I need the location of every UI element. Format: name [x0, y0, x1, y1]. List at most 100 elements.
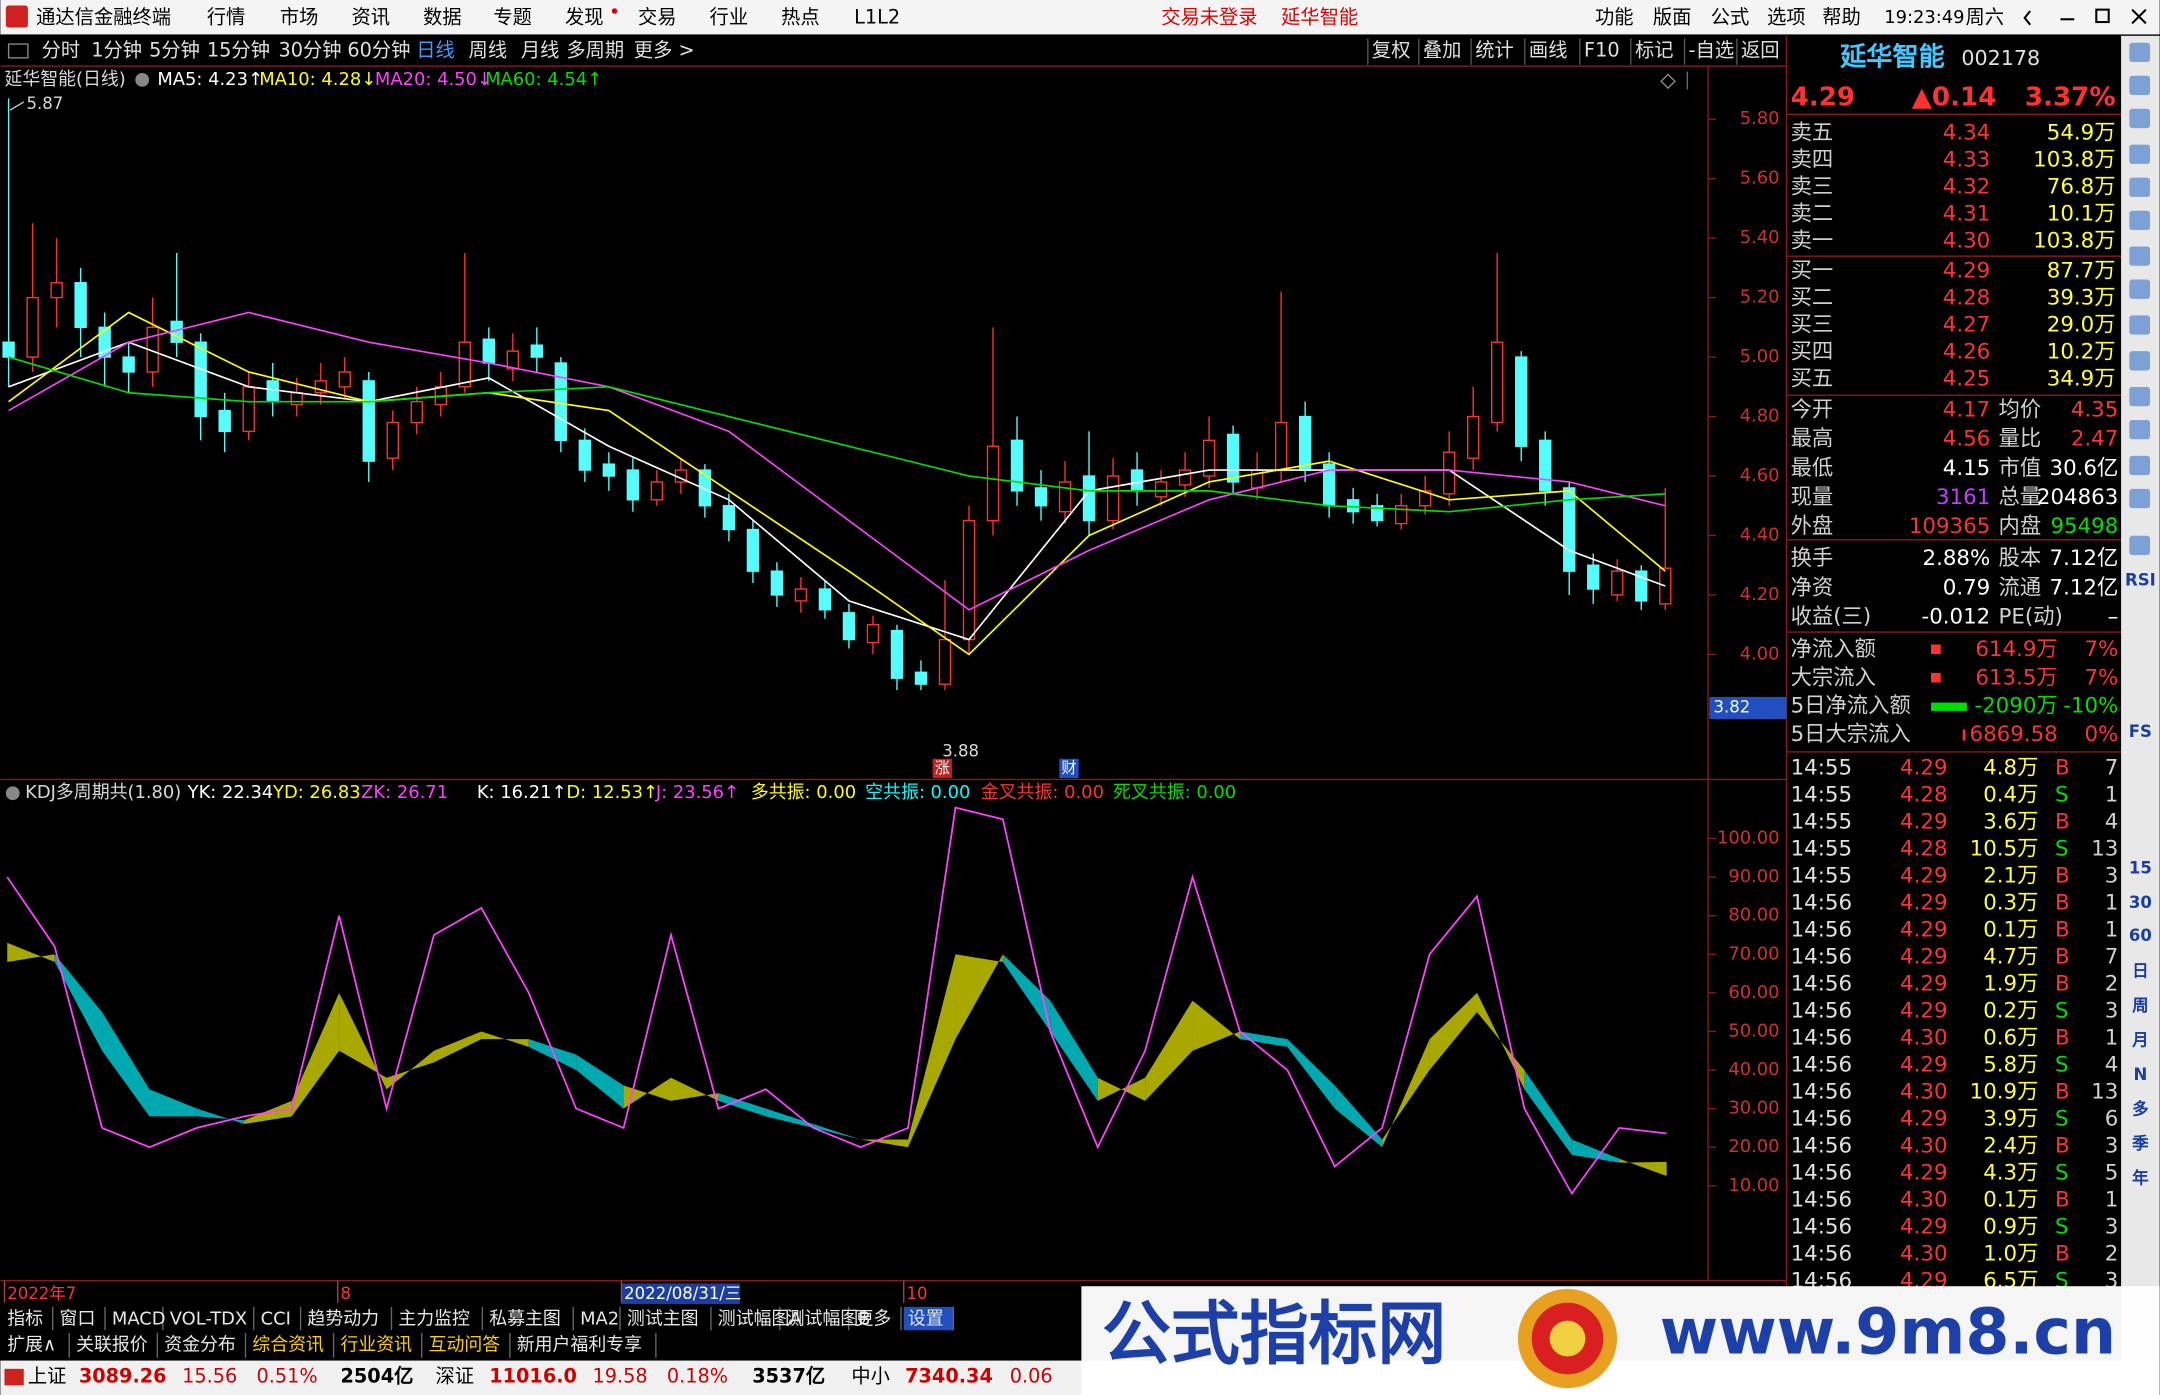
menu-item[interactable]: 行情 [207, 5, 246, 28]
info-tab[interactable]: 新用户福利专享 [517, 1334, 642, 1355]
menu-item[interactable]: L1L2 [854, 5, 900, 28]
sidebar-button[interactable]: RSI [2125, 571, 2156, 590]
menu-item[interactable]: 热点 [781, 5, 820, 28]
indicator-tab[interactable]: MA2 [580, 1308, 619, 1329]
indicator-tab[interactable]: 趋势动力 [307, 1308, 379, 1329]
period-tab[interactable]: 60分钟 [347, 38, 410, 61]
sidebar-button[interactable]: 日 [2132, 962, 2149, 981]
stat-label: 均价 [1999, 397, 2042, 422]
candle-body [506, 350, 520, 370]
trade-volume: 4.8万 [1983, 755, 2038, 780]
book-price: 4.28 [1943, 285, 1991, 310]
menu-item[interactable]: 市场 [280, 5, 319, 28]
info-tab[interactable]: 资金分布 [164, 1334, 236, 1355]
candle-body [1106, 475, 1120, 522]
indicator-tab[interactable]: 设置 [908, 1308, 944, 1329]
menu-item[interactable]: 交易 [638, 5, 677, 28]
menu-item[interactable]: 公式 [1711, 5, 1750, 28]
trade-side: S [2055, 1160, 2069, 1185]
indicator-tab[interactable]: 测试幅图B [787, 1308, 871, 1329]
indicator-tab[interactable]: CCI [261, 1308, 291, 1329]
period-tab[interactable]: 日线 [416, 38, 455, 61]
indicator-tab[interactable]: 窗口 [60, 1308, 96, 1329]
book-volume: 34.9万 [2047, 366, 2116, 391]
indicator-tab[interactable]: MACD [112, 1308, 166, 1329]
indicator-tab[interactable]: 更多 [856, 1308, 892, 1329]
kd-band [1429, 992, 1477, 1071]
indicator-tab[interactable]: 指标 [7, 1308, 43, 1329]
stat-label: 股本 [1999, 546, 2042, 571]
settings-icon[interactable] [5, 786, 20, 801]
menu-item[interactable]: 发现 [565, 5, 604, 28]
sidebar-button[interactable]: 30 [2129, 893, 2152, 912]
sidebar-button[interactable]: 15 [2129, 858, 2152, 877]
tool-button[interactable]: 返回 [1741, 38, 1780, 61]
sidebar-button[interactable]: FS [2129, 722, 2152, 741]
status-link[interactable]: 交易未登录 [1161, 5, 1257, 28]
period-tab[interactable]: 15分钟 [207, 38, 270, 61]
flow-value: 613.5万 [1975, 665, 2057, 690]
candle-body [1466, 415, 1480, 459]
period-tab[interactable]: 1分钟 [91, 38, 142, 61]
period-tab[interactable]: 更多 > [634, 38, 695, 61]
sidebar-button[interactable]: 年 [2132, 1167, 2149, 1187]
sidebar-icon [2129, 315, 2151, 335]
period-tab[interactable]: 30分钟 [279, 38, 342, 61]
book-label: 买五 [1791, 366, 1834, 391]
book-price: 4.29 [1943, 258, 1991, 283]
info-tab[interactable]: 行业资讯 [340, 1334, 412, 1355]
stat-label: 换手 [1791, 546, 1834, 571]
period-tab[interactable]: 分时 [42, 38, 81, 61]
event-marker-label[interactable]: 涨 [935, 759, 950, 777]
event-marker-label[interactable]: 财 [1061, 759, 1076, 777]
menu-item[interactable]: 行业 [710, 5, 749, 28]
tool-button[interactable]: 叠加 [1423, 38, 1462, 61]
window-restore[interactable] [2095, 8, 2110, 24]
period-tab[interactable]: 周线 [469, 38, 508, 61]
trade-count: 1 [2105, 782, 2119, 807]
nav-arrow[interactable] [2023, 10, 2032, 26]
tool-button[interactable]: F10 [1584, 38, 1620, 61]
window-close[interactable] [2131, 8, 2147, 25]
menu-item[interactable]: 数据 [423, 5, 462, 28]
tool-button[interactable]: 统计 [1475, 38, 1514, 61]
menu-item[interactable]: 资讯 [352, 5, 391, 28]
menu-item[interactable]: 帮助 [1822, 5, 1861, 28]
period-tab[interactable]: 月线 [521, 38, 560, 61]
menu-item[interactable]: 选项 [1767, 5, 1806, 28]
book-price: 4.30 [1943, 229, 1991, 254]
tool-button[interactable]: 复权 [1372, 38, 1411, 61]
flow-pct: 7% [2084, 665, 2118, 690]
indicator-tab[interactable]: 测试幅图A [718, 1308, 803, 1329]
settings-icon[interactable] [135, 72, 150, 87]
tool-button[interactable]: 画线 [1529, 38, 1568, 61]
sidebar-button[interactable]: N [2133, 1065, 2147, 1084]
info-tab[interactable]: 扩展∧ [7, 1334, 56, 1355]
indicator-tab[interactable]: 主力监控 [398, 1308, 470, 1329]
info-tab[interactable]: 互动问答 [429, 1334, 501, 1355]
menu-item[interactable]: 版面 [1653, 5, 1692, 28]
tool-button[interactable]: -自选 [1689, 38, 1734, 61]
menu-item[interactable]: 专题 [493, 5, 532, 28]
sidebar-button[interactable]: 60 [2129, 926, 2152, 945]
tool-button[interactable]: 标记 [1635, 38, 1674, 61]
info-tab[interactable]: 关联报价 [76, 1334, 148, 1355]
indicator-label: 死叉共振: 0.00 [1113, 782, 1236, 803]
sidebar-button[interactable]: 季 [2132, 1133, 2149, 1153]
trade-time: 14:56 [1791, 1160, 1852, 1185]
trade-side: S [2055, 1214, 2069, 1239]
indicator-tab[interactable]: 私募主图 [489, 1308, 561, 1329]
x-tick-label: 2022/08/31/三 [624, 1284, 741, 1303]
info-tab[interactable]: 综合资讯 [252, 1334, 324, 1355]
sidebar-button[interactable]: 多 [2132, 1098, 2149, 1118]
indicator-tab[interactable]: 测试主图 [627, 1308, 699, 1329]
menu-item[interactable]: 功能 [1595, 5, 1634, 28]
sidebar-button[interactable]: 月 [2131, 1031, 2149, 1050]
stat-label: 量比 [1999, 427, 2042, 452]
sidebar-button[interactable]: 周 [2132, 996, 2149, 1015]
trade-price: 4.30 [1900, 1133, 1947, 1158]
period-tab[interactable]: 多周期 [566, 38, 624, 61]
status-link[interactable]: 延华智能 [1281, 5, 1358, 28]
indicator-tab[interactable]: VOL-TDX [170, 1308, 247, 1329]
period-tab[interactable]: 5分钟 [149, 38, 200, 61]
